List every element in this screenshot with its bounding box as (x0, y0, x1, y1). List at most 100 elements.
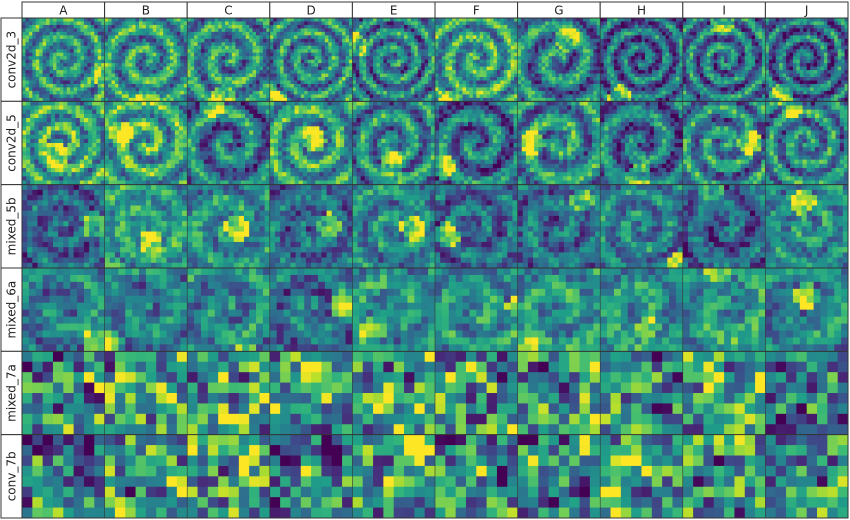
feature-pixel (359, 70, 364, 74)
feature-pixel (648, 49, 653, 54)
feature-pixel (290, 35, 295, 40)
feature-pixel (335, 31, 340, 36)
feature-pixel (22, 59, 26, 64)
feature-pixel (90, 28, 95, 33)
feature-pixel (108, 63, 112, 68)
feature-pixel (517, 90, 522, 95)
feature-pixel (486, 70, 491, 74)
feature-pixel (176, 66, 181, 71)
feature-pixel (335, 49, 340, 54)
feature-pixel (662, 49, 666, 54)
feature-pixel (104, 24, 109, 29)
feature-pixel (641, 66, 646, 71)
feature-pixel (338, 63, 343, 68)
feature-pixel (52, 28, 57, 33)
feature-pixel (541, 73, 546, 78)
feature-pixel (648, 24, 653, 29)
feature-pixel (352, 38, 357, 43)
feature-pixel (693, 31, 697, 36)
feature-pixel (204, 42, 209, 47)
feature-pixel (70, 66, 75, 71)
feature-pixel (187, 38, 192, 43)
feature-pixel (431, 63, 436, 68)
feature-pixel (187, 66, 192, 71)
feature-pixel (70, 94, 75, 99)
feature-pixel (276, 70, 281, 74)
feature-pixel (173, 35, 178, 40)
feature-pixel (472, 28, 477, 33)
feature-pixel (617, 77, 622, 81)
feature-pixel (238, 73, 243, 78)
feature-pixel (108, 45, 112, 50)
feature-pixel (424, 70, 429, 74)
feature-pixel (496, 35, 501, 40)
feature-pixel (269, 42, 274, 47)
feature-pixel (393, 56, 398, 61)
feature-pixel (63, 87, 68, 92)
feature-pixel (252, 66, 257, 71)
feature-pixel (593, 42, 598, 47)
feature-pixel (407, 70, 412, 74)
feature-pixel (139, 87, 143, 92)
feature-pixel (655, 28, 660, 33)
feature-pixel (483, 80, 488, 85)
feature-pixel (407, 38, 412, 43)
feature-pixel (128, 56, 133, 61)
feature-pixel (46, 90, 50, 95)
feature-pixel (462, 21, 467, 26)
feature-pixel (280, 87, 284, 92)
feature-pixel (245, 73, 250, 78)
feature-pixel (672, 24, 677, 29)
feature-pixel (679, 83, 684, 88)
feature-pixel (472, 70, 477, 74)
feature-pixel (383, 87, 388, 92)
feature-pixel (352, 97, 357, 102)
feature-pixel (548, 94, 553, 99)
feature-pixel (700, 21, 704, 26)
feature-pixel (207, 70, 212, 74)
feature-pixel (600, 59, 605, 64)
feature-pixel (22, 24, 26, 29)
feature-pixel (101, 45, 105, 50)
feature-pixel (366, 63, 371, 68)
feature-pixel (569, 45, 574, 50)
feature-pixel (720, 63, 725, 68)
feature-pixel (455, 31, 460, 36)
feature-pixel (307, 56, 312, 61)
feature-pixel (682, 35, 687, 40)
feature-pixel (228, 18, 233, 22)
feature-pixel (665, 77, 670, 81)
feature-pixel (66, 70, 71, 74)
feature-pixel (121, 83, 126, 88)
feature-pixel (524, 90, 529, 95)
feature-pixel (748, 52, 753, 57)
feature-pixel (713, 63, 718, 68)
feature-pixel (269, 21, 274, 26)
feature-pixel (211, 31, 216, 36)
feature-pixel (562, 97, 567, 102)
feature-pixel (156, 31, 161, 36)
feature-pixel (83, 94, 88, 99)
feature-pixel (679, 56, 684, 61)
feature-pixel (417, 28, 422, 33)
feature-pixel (761, 42, 766, 47)
feature-pixel (703, 38, 708, 43)
feature-pixel (638, 52, 642, 57)
feature-pixel (238, 31, 243, 36)
feature-pixel (321, 80, 326, 85)
feature-pixel (421, 49, 426, 54)
feature-pixel (108, 24, 112, 29)
feature-pixel (145, 21, 150, 26)
feature-pixel (569, 18, 574, 22)
feature-pixel (438, 35, 443, 40)
feature-pixel (562, 87, 567, 92)
feature-pixel (231, 59, 236, 64)
feature-pixel (438, 45, 443, 50)
feature-pixel (586, 31, 591, 36)
feature-pixel (555, 63, 560, 68)
feature-pixel (297, 45, 302, 50)
feature-pixel (393, 83, 398, 88)
feature-pixel (28, 70, 33, 74)
feature-pixel (658, 94, 663, 99)
feature-pixel (342, 42, 346, 47)
